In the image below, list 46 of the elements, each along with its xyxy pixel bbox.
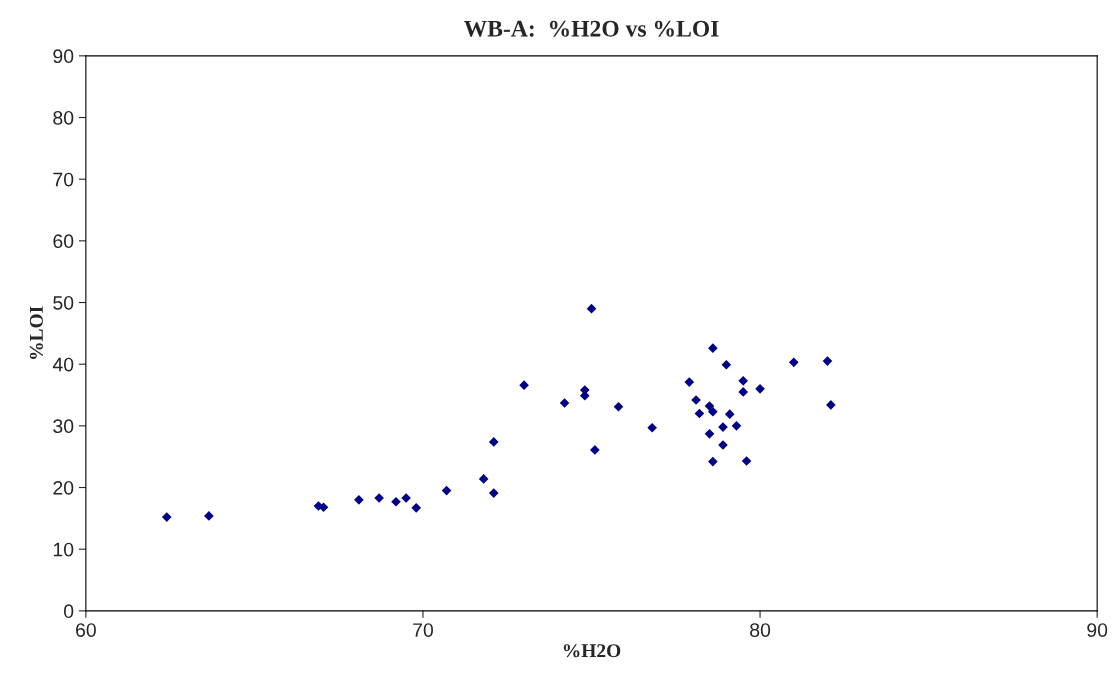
point <box>724 409 735 419</box>
y-axis-title: %LOI <box>29 306 43 359</box>
x-tick-label: 90 <box>1087 623 1108 637</box>
x-axis-title: %H2O <box>563 644 621 658</box>
point <box>411 503 422 513</box>
point <box>354 495 364 505</box>
point <box>613 401 624 412</box>
point <box>738 387 749 397</box>
point <box>741 456 752 466</box>
point <box>488 437 499 447</box>
y-tick-label: 50 <box>53 295 74 310</box>
x-tick-label: 80 <box>750 623 771 637</box>
point <box>708 343 718 353</box>
point <box>161 512 172 522</box>
point <box>704 429 715 439</box>
y-tick-label: 0 <box>64 604 74 619</box>
y-tick-label: 90 <box>53 49 74 64</box>
point <box>590 445 600 455</box>
point <box>708 406 718 417</box>
point <box>738 376 749 386</box>
point <box>731 421 742 431</box>
point <box>721 359 732 370</box>
point <box>826 400 836 410</box>
y-tick-label: 60 <box>53 234 74 249</box>
point <box>488 488 499 498</box>
y-tick-label: 30 <box>53 419 74 434</box>
x-tick-label: 70 <box>413 623 434 637</box>
y-tick-label: 70 <box>53 172 74 187</box>
point <box>788 357 799 368</box>
point <box>822 356 833 366</box>
point <box>519 380 529 390</box>
point <box>684 377 695 387</box>
point <box>478 474 489 484</box>
x-tick-label: 60 <box>76 623 96 637</box>
y-tick-label: 40 <box>52 357 74 372</box>
y-tick-label: 10 <box>53 542 74 557</box>
point <box>647 422 657 433</box>
point <box>755 384 765 394</box>
point <box>704 401 715 411</box>
point <box>559 398 570 408</box>
point <box>204 511 214 521</box>
chart-title: WB-A: %H2O vs %LOI <box>463 20 719 37</box>
y-tick-label: 80 <box>53 110 74 125</box>
point <box>391 496 401 507</box>
y-tick-label: 20 <box>53 480 74 495</box>
point <box>708 456 718 467</box>
